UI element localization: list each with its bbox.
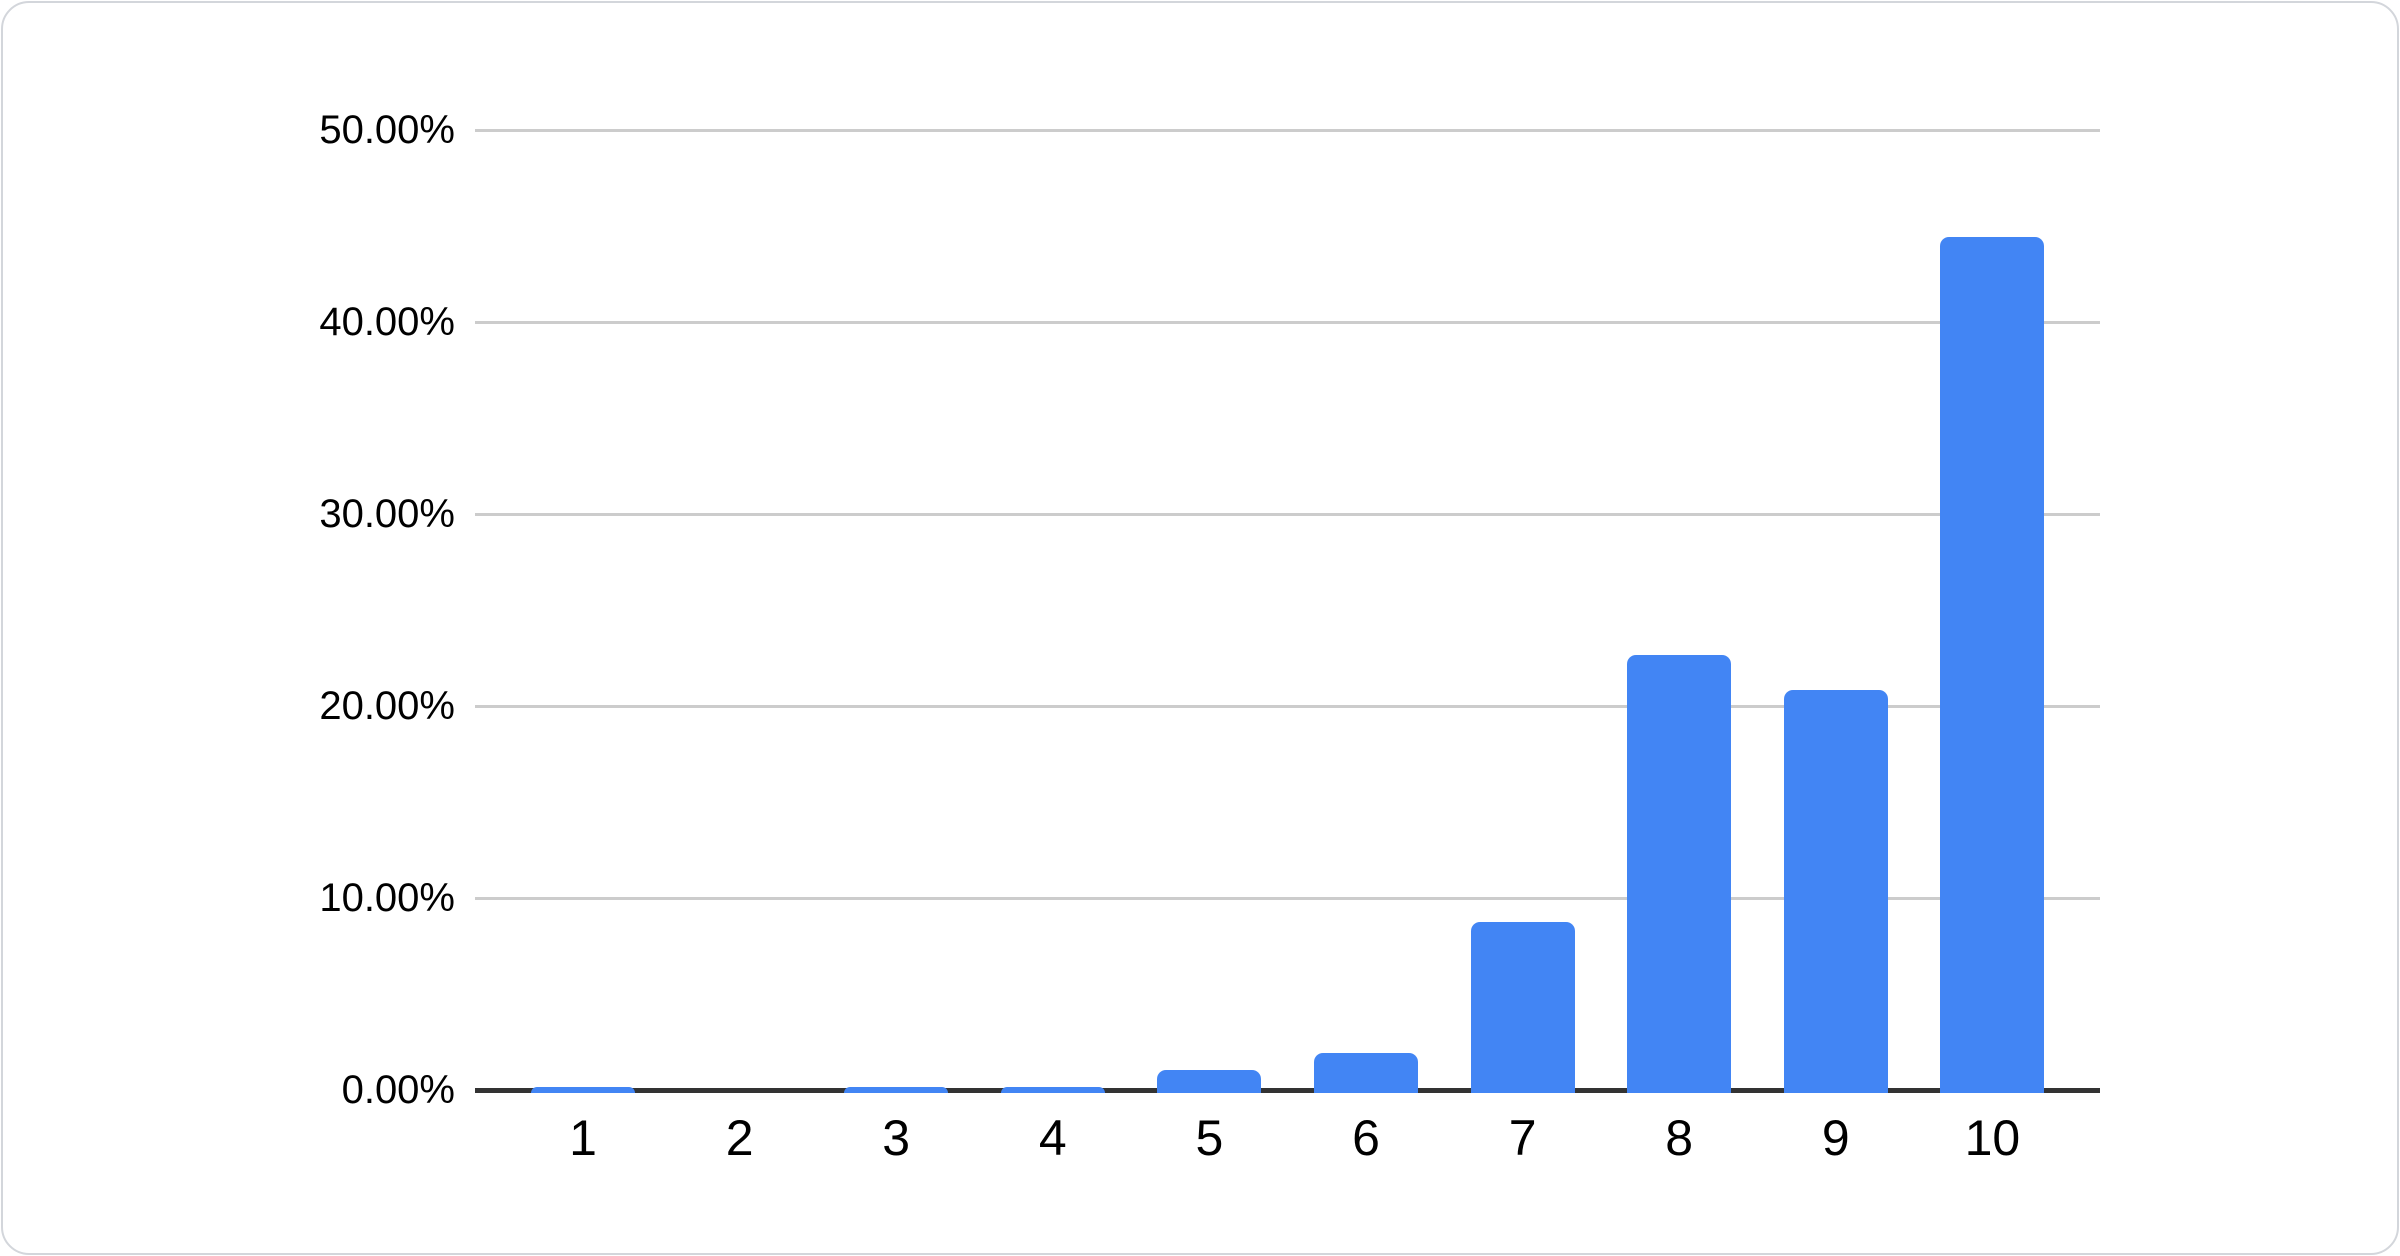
bar-category-7[interactable] <box>1470 921 1575 1093</box>
x-axis-category-label: 4 <box>1038 1110 1067 1166</box>
x-axis-category-label: 5 <box>1195 1110 1224 1166</box>
bar-category-5[interactable] <box>1157 1069 1262 1093</box>
x-axis-category-label: 10 <box>1964 1110 2021 1166</box>
x-axis-category-label: 8 <box>1665 1110 1694 1166</box>
x-axis-category-label: 2 <box>725 1110 754 1166</box>
gridline <box>475 321 2100 324</box>
bar-chart: 0.00% 10.00% 20.00% 30.00% 40.00% 50.00% 1 2 3 4 5… <box>3 3 2397 1253</box>
x-axis-category-label: 6 <box>1352 1110 1380 1166</box>
y-axis-tick-label: 50.00% <box>319 108 455 152</box>
y-axis-tick-label: 30.00% <box>319 492 455 536</box>
gridline <box>475 513 2100 516</box>
x-axis-category-label: 7 <box>1508 1110 1537 1166</box>
gridline <box>475 897 2100 900</box>
bar-category-4[interactable] <box>1000 1087 1105 1093</box>
bar-category-3[interactable] <box>844 1087 949 1093</box>
x-axis-category-label: 3 <box>882 1110 911 1166</box>
x-axis-category-label: 9 <box>1821 1110 1850 1166</box>
gridline <box>475 705 2100 708</box>
bar-category-9[interactable] <box>1783 689 1888 1093</box>
bar-category-10[interactable] <box>1940 236 2045 1093</box>
y-axis-tick-label: 0.00% <box>341 1068 455 1112</box>
y-axis-tick-label: 40.00% <box>319 300 455 344</box>
bar-category-6[interactable] <box>1314 1052 1418 1093</box>
y-axis-tick-label: 20.00% <box>319 684 455 728</box>
bar-category-1[interactable] <box>531 1087 635 1093</box>
x-axis-category-label: 1 <box>569 1110 597 1166</box>
x-axis-line <box>475 1088 2100 1093</box>
y-axis-tick-label: 10.00% <box>319 876 455 920</box>
bar-category-8[interactable] <box>1627 655 1732 1093</box>
gridline <box>475 129 2100 132</box>
